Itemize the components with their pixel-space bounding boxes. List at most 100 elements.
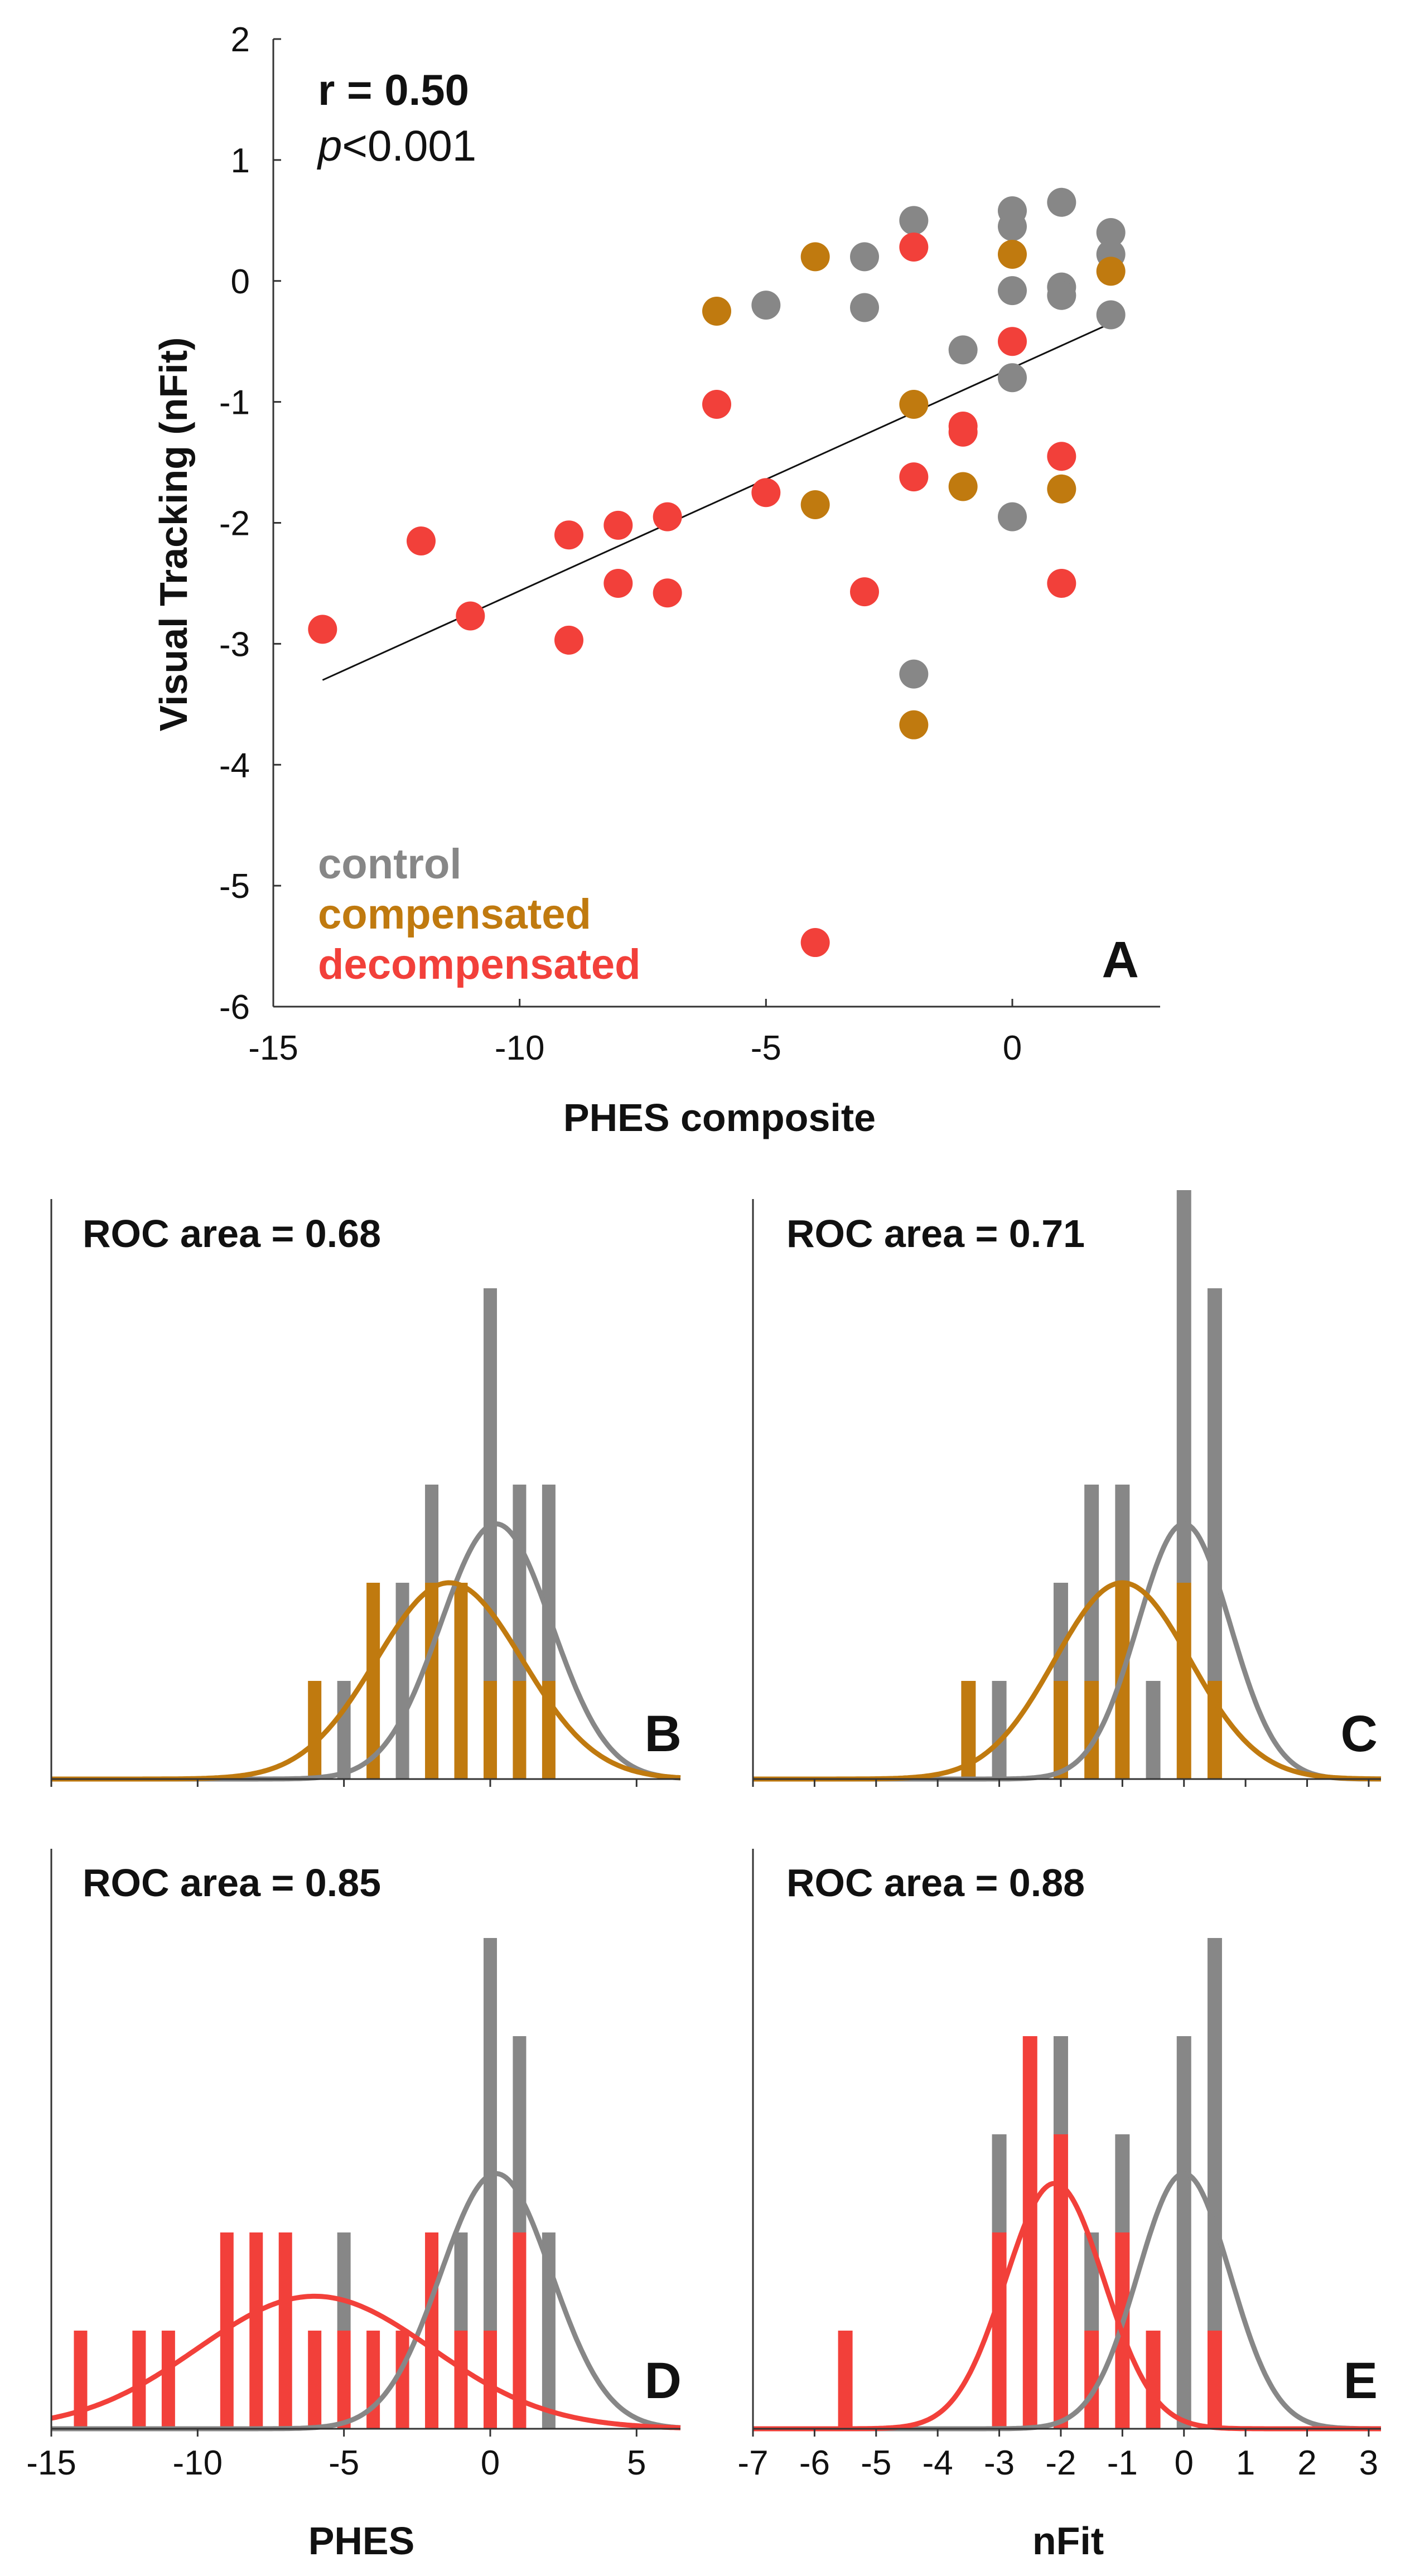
y-tick-label: -5 — [219, 867, 250, 906]
scatter-point-decompensated — [407, 526, 436, 556]
scatter-point-compensated — [948, 472, 978, 501]
p-value: p<0.001 — [317, 121, 476, 170]
scatter-point-control — [850, 293, 879, 322]
x-tick-label: -6 — [799, 2444, 830, 2482]
x-tick-label: 0 — [1175, 2444, 1194, 2482]
x-tick-label: -15 — [26, 2444, 76, 2482]
scatter-point-decompensated — [751, 478, 781, 508]
x-tick-label: -7 — [737, 2444, 768, 2482]
histogram-bar-decompensated — [1053, 2134, 1068, 2429]
y-tick-label: 0 — [231, 263, 250, 301]
scatter-point-compensated — [899, 710, 929, 740]
x-tick-label: 3 — [1359, 2444, 1378, 2482]
p-value-symbol: p — [317, 121, 342, 170]
scatter-point-control — [1096, 300, 1126, 330]
roc-area-b: ROC area = 0.68 — [83, 1212, 381, 1255]
y-tick-label: -6 — [219, 988, 250, 1027]
histogram-panel-b: ROC area = 0.68 B — [50, 1199, 682, 1787]
histogram-bar-decompensated — [1022, 2036, 1037, 2429]
histogram-bar-compensated — [308, 1681, 322, 1779]
scatter-point-decompensated — [653, 502, 682, 531]
panel-label-b: B — [645, 1705, 682, 1762]
histogram-bar-decompensated — [1084, 2331, 1099, 2429]
scatter-point-compensated — [800, 242, 830, 272]
histogram-bar-control — [425, 1485, 439, 1583]
scatter-point-control — [899, 206, 929, 235]
regression-line — [322, 322, 1112, 681]
legend-control: control — [318, 840, 462, 888]
scatter-points — [308, 187, 1126, 958]
histogram-panel-c: ROC area = 0.71 C — [752, 1190, 1382, 1787]
histogram-bar-compensated — [366, 1583, 380, 1779]
scatter-point-decompensated — [899, 462, 929, 492]
roc-area-e: ROC area = 0.88 — [786, 1861, 1085, 1905]
x-tick-label: -3 — [984, 2444, 1015, 2482]
x-tick-label: -10 — [173, 2444, 223, 2482]
histogram-bar-compensated — [513, 1681, 527, 1779]
histogram-bar-control — [1053, 1583, 1068, 1681]
x-tick-label: -5 — [329, 2444, 359, 2482]
scatter-point-decompensated — [308, 615, 337, 644]
scatter-point-decompensated — [603, 510, 633, 540]
histogram-bar-decompensated — [992, 2232, 1007, 2429]
panel-label-d: D — [645, 2352, 682, 2409]
histogram-bar-control — [337, 2232, 351, 2331]
y-tick-label: 1 — [231, 142, 250, 180]
x-axis-label: PHES composite — [563, 1096, 876, 1139]
legend-decompensated: decompensated — [318, 941, 641, 988]
scatter-point-decompensated — [1047, 568, 1076, 598]
histogram-bar-control — [992, 2134, 1007, 2232]
histogram-bar-decompensated — [1146, 2331, 1161, 2429]
panel-label-c: C — [1341, 1705, 1378, 1762]
x-tick-label: 5 — [627, 2444, 646, 2482]
y-tick-label: 2 — [231, 21, 250, 59]
scatter-point-control — [998, 502, 1027, 531]
x-tick-label: -2 — [1045, 2444, 1076, 2482]
x-tick-label: -1 — [1107, 2444, 1138, 2482]
histogram-bar-decompensated — [132, 2331, 146, 2429]
histogram-bar-compensated — [1084, 1681, 1099, 1779]
panel-c-plot — [752, 1190, 1382, 1787]
scatter-point-control — [1096, 218, 1126, 247]
histogram-bar-control — [1207, 1938, 1222, 2331]
x-tick-label: -5 — [751, 1029, 781, 1067]
scatter-point-decompensated — [702, 389, 731, 419]
y-tick-label: -3 — [219, 625, 250, 664]
fit-curve-decompensated — [51, 2293, 681, 2430]
scatter-point-control — [948, 335, 978, 365]
histogram-bar-control — [337, 1681, 351, 1779]
scatter-point-decompensated — [850, 577, 879, 607]
panel-label-e: E — [1344, 2352, 1378, 2409]
scatter-point-compensated — [1047, 474, 1076, 504]
histogram-bar-control — [454, 2232, 468, 2331]
y-tick-label: -1 — [219, 384, 250, 422]
y-tick-label: -4 — [219, 746, 250, 785]
x-axis-label-nfit: nFit — [1032, 2519, 1104, 2563]
histogram-bar-decompensated — [483, 2331, 497, 2429]
scatter-panel-a: 2 1 0 -1 -2 -3 -4 -5 -6-15 -10 -5 0 r = 0.50 p<0.00… — [152, 21, 1160, 1139]
scatter-point-control — [1047, 281, 1076, 310]
histogram-bar-decompensated — [454, 2331, 468, 2429]
x-tick-label: 0 — [481, 2444, 500, 2482]
y-tick-label: -2 — [219, 505, 250, 543]
x-axis-label-phes: PHES — [308, 2519, 415, 2563]
scatter-point-control — [998, 363, 1027, 393]
x-tick-label: 0 — [1003, 1029, 1022, 1067]
scatter-point-compensated — [899, 389, 929, 419]
histogram-bar-control — [1115, 2134, 1130, 2232]
correlation-r: r = 0.50 — [318, 65, 469, 114]
scatter-point-decompensated — [653, 578, 682, 608]
scatter-point-decompensated — [899, 233, 929, 262]
y-axis-label: Visual Tracking (nFit) — [152, 337, 195, 732]
scatter-point-decompensated — [554, 625, 583, 655]
x-tick-label: -15 — [248, 1029, 298, 1067]
scatter-point-decompensated — [800, 928, 830, 958]
histogram-bar-decompensated — [278, 2232, 292, 2429]
histogram-bar-compensated — [454, 1583, 468, 1779]
p-value-rest: <0.001 — [342, 121, 476, 170]
histogram-bar-control — [1146, 1681, 1161, 1779]
panel-e-plot: -7 -6 -5 -4 -3 -2 -1 0 1 2 3 — [737, 1849, 1381, 2482]
histogram-bar-decompensated — [366, 2331, 380, 2429]
histogram-bar-control — [1115, 1485, 1130, 1583]
